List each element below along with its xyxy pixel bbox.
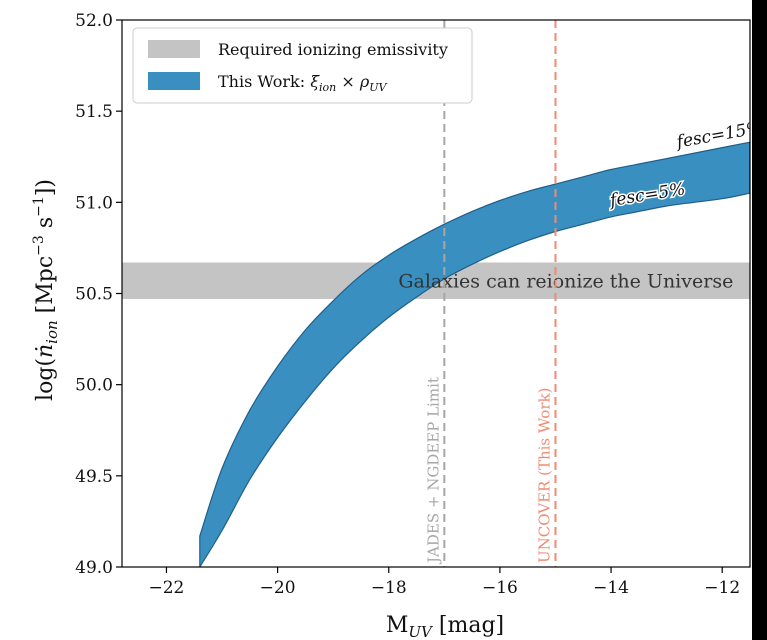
x-tick-label-1: −20 <box>260 578 296 598</box>
legend: Required ionizing emissivity This Work: … <box>132 27 473 104</box>
plot-area: Galaxies can reionize the Universe JADES … <box>122 20 750 567</box>
legend-swatch-this-work <box>148 72 200 90</box>
plot-content: Galaxies can reionize the Universe JADES … <box>122 20 750 567</box>
y-tick-label-6: 52.0 <box>75 11 113 31</box>
legend-frame <box>132 27 473 104</box>
right-edge-dark <box>752 0 767 640</box>
x-axis-title: MUV [mag] <box>386 613 504 640</box>
required-band-label: Galaxies can reionize the Universe <box>398 271 733 293</box>
legend-swatch-required <box>148 40 200 58</box>
y-tick-label-0: 49.0 <box>75 558 113 578</box>
x-tick-label-3: −16 <box>482 578 518 598</box>
y-tick-label-5: 51.5 <box>75 102 113 122</box>
ionizing-band <box>199 141 750 567</box>
vline-label-1: UNCOVER (This Work) <box>535 388 553 563</box>
axes: −22 −20 −18 −16 −14 −12 49.0 49.5 50.0 50.5 51.0 51… <box>75 11 751 598</box>
legend-label-this-work: This Work: ξion × ρUV <box>218 72 388 94</box>
x-tick-label-2: −18 <box>371 578 407 598</box>
y-axis-title: log(ṅion [Mpc−3 s−1]) <box>31 179 61 401</box>
x-tick-label-0: −22 <box>149 578 185 598</box>
y-tick-label-1: 49.5 <box>75 467 113 487</box>
y-tick-label-4: 51.0 <box>75 193 113 213</box>
y-tick-label-2: 50.0 <box>75 376 113 396</box>
vline-label-0: JADES + NGDEEP Limit <box>424 377 442 565</box>
x-tick-label-5: −12 <box>704 578 740 598</box>
x-tick-label-4: −14 <box>593 578 629 598</box>
legend-label-required: Required ionizing emissivity <box>218 40 448 59</box>
y-tick-label-3: 50.5 <box>75 285 113 305</box>
